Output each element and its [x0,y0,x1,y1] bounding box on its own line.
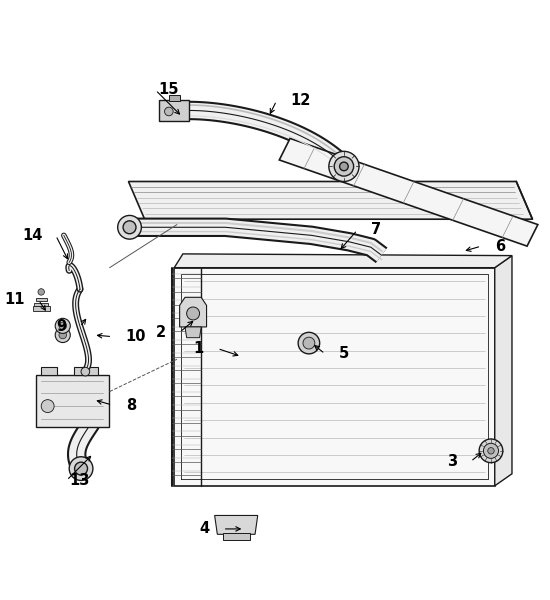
Text: 8: 8 [126,398,136,413]
Circle shape [55,328,70,343]
Circle shape [55,319,70,334]
Bar [34,302,48,306]
Bar [159,100,189,121]
Text: 14: 14 [22,228,42,243]
Circle shape [488,448,494,454]
Circle shape [339,162,348,171]
Bar [32,307,50,311]
Circle shape [479,439,503,463]
Text: 11: 11 [4,292,25,307]
Text: 2: 2 [156,325,166,340]
Circle shape [38,289,45,295]
Text: 15: 15 [158,82,179,97]
Bar [169,95,180,101]
Text: 13: 13 [70,473,90,488]
Circle shape [118,215,141,239]
Polygon shape [495,256,512,486]
Circle shape [59,331,67,339]
Polygon shape [185,327,201,338]
Circle shape [164,107,173,116]
Circle shape [75,462,87,475]
Text: 10: 10 [126,329,146,344]
Polygon shape [129,181,532,219]
Text: 3: 3 [447,454,457,469]
Circle shape [186,307,200,320]
Polygon shape [174,254,512,268]
Polygon shape [41,367,57,376]
Polygon shape [74,367,98,376]
Circle shape [123,221,136,234]
Circle shape [329,151,359,181]
Text: 12: 12 [290,93,310,108]
Polygon shape [174,268,495,486]
Polygon shape [223,533,250,540]
Text: 1: 1 [194,341,204,356]
Text: 7: 7 [371,223,381,238]
Circle shape [41,400,54,413]
Polygon shape [279,139,538,246]
Circle shape [303,337,315,349]
Polygon shape [36,376,108,427]
Circle shape [69,457,93,481]
Circle shape [483,443,498,458]
Circle shape [334,157,354,176]
Bar [36,298,47,301]
Circle shape [59,322,67,329]
Circle shape [298,332,320,354]
Text: 9: 9 [57,319,67,334]
Polygon shape [180,298,207,327]
Text: 6: 6 [495,239,505,254]
Text: 5: 5 [339,346,349,361]
Polygon shape [214,515,258,535]
Text: 4: 4 [199,521,209,536]
Circle shape [81,367,90,376]
